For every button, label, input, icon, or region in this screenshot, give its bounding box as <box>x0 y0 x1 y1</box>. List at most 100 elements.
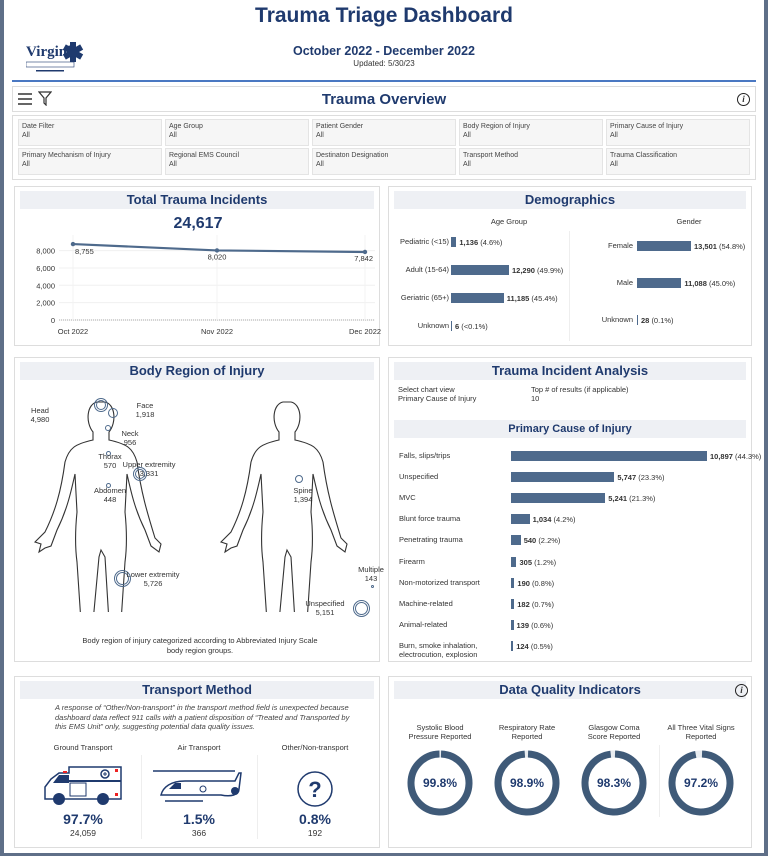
body-region-marker[interactable] <box>105 482 111 488</box>
region-name: Face <box>136 401 154 410</box>
filter-age-group[interactable]: Age Group All <box>165 119 309 146</box>
body-region-label: Face 1,918 <box>115 401 175 419</box>
bar[interactable] <box>511 535 521 546</box>
filter-date-filter[interactable]: Date Filter All <box>18 119 162 146</box>
chart-view-label: Select chart view <box>398 385 455 394</box>
bar[interactable] <box>511 619 514 630</box>
body-region-label: Upper extremity 3,331 <box>119 460 179 478</box>
bar[interactable] <box>511 556 517 567</box>
bar-percent: (4.6%) <box>480 238 503 247</box>
bar[interactable] <box>511 577 515 588</box>
bar[interactable] <box>511 472 615 483</box>
body-region-title: Body Region of Injury <box>20 362 374 380</box>
body-region-marker[interactable] <box>295 475 303 483</box>
virginia-oems-logo: Virginia <box>25 40 84 76</box>
bar-value: 13,501 <box>694 242 717 251</box>
bar-value: 5,747 <box>617 473 637 483</box>
x-tick-label: Oct 2022 <box>58 327 88 336</box>
bar-category-label: Pediatric (<15) <box>400 237 449 246</box>
total-incidents-panel: Total Trauma Incidents 24,617 0 2,000 4,00… <box>14 186 381 346</box>
region-value: 3,331 <box>139 469 159 478</box>
body-region-marker[interactable] <box>105 450 111 456</box>
transport-count: 24,059 <box>70 828 96 838</box>
body-region-marker[interactable] <box>352 599 370 617</box>
transport-label: Air Transport <box>177 743 221 752</box>
bar-category-label: Animal-related <box>399 619 448 629</box>
bar-value: 10,897 <box>710 452 733 461</box>
body-region-marker[interactable] <box>133 467 147 481</box>
bar[interactable] <box>511 493 606 504</box>
bar[interactable] <box>637 278 682 288</box>
body-region-label: Thorax 570 <box>80 452 140 470</box>
transport-percent: 0.8% <box>299 811 331 827</box>
age-group-title: Age Group <box>490 217 528 226</box>
top-results-input[interactable]: 10 <box>531 394 540 403</box>
bar[interactable] <box>511 451 707 461</box>
funnel-icon[interactable] <box>37 91 53 111</box>
filter-transport-method[interactable]: Transport Method All <box>459 148 603 175</box>
bar-value-label: 1,136 (4.6%) <box>459 238 502 247</box>
bar[interactable] <box>511 598 515 609</box>
bar[interactable] <box>637 241 691 251</box>
bar[interactable] <box>451 265 509 275</box>
transport-percent: 97.7% <box>63 811 103 827</box>
data-quality-title: Data Quality Indicators <box>394 681 746 699</box>
bar-value: 12,290 <box>512 266 535 275</box>
info-icon[interactable]: i <box>737 93 750 106</box>
bar-value: 28 <box>641 316 650 325</box>
filter-patient-gender[interactable]: Patient Gender All <box>312 119 456 146</box>
transport-label: Other/Non-transport <box>281 743 349 752</box>
region-name: Head <box>31 406 49 415</box>
quality-donut <box>581 750 647 816</box>
filter-label: Transport Method <box>463 152 518 159</box>
total-incidents-line-chart: 0 2,000 4,000 6,000 8,000 Oct 2022 Nov 2022 Dec… <box>36 235 381 336</box>
body-region-marker[interactable] <box>105 425 111 431</box>
bar-percent: (45.4%) <box>531 294 558 303</box>
region-name: Upper extremity <box>122 460 176 469</box>
body-region-label: Abdomen 448 <box>80 486 140 504</box>
filter-label: Body Region of Injury <box>463 123 530 130</box>
bar-value: 139 <box>516 620 530 630</box>
filter-primary-cause-of-injury[interactable]: Primary Cause of Injury All <box>606 119 750 146</box>
filter-trauma-classification[interactable]: Trauma Classification All <box>606 148 750 175</box>
body-region-marker[interactable] <box>94 398 108 412</box>
bar[interactable] <box>451 237 457 247</box>
region-value: 1,394 <box>293 495 313 504</box>
back-body-outline <box>219 401 348 612</box>
bar[interactable] <box>511 514 530 525</box>
overview-title: Trauma Overview <box>321 91 447 108</box>
bar[interactable] <box>451 293 504 303</box>
filter-regional-ems-council[interactable]: Regional EMS Council All <box>165 148 309 175</box>
header-divider <box>12 80 756 82</box>
y-tick-label: 2,000 <box>36 299 55 308</box>
transport-count: 192 <box>307 828 323 838</box>
body-region-marker[interactable] <box>113 569 131 587</box>
bar-value-label: 190 (0.8%) <box>517 579 554 588</box>
filter-label: Patient Gender <box>316 123 364 130</box>
body-region-marker[interactable] <box>108 408 118 418</box>
region-value: 570 <box>103 461 117 470</box>
transport-label: Ground Transport <box>53 743 113 752</box>
filter-body-region-of-injury[interactable]: Body Region of Injury All <box>459 119 603 146</box>
bar[interactable] <box>637 315 638 325</box>
body-region-label: Spine 1,394 <box>273 486 333 504</box>
bar-value-label: 5,747 (23.3%) <box>617 473 664 482</box>
chart-view-select[interactable]: Primary Cause of Injury <box>398 394 477 403</box>
filter-primary-mechanism-of-injury[interactable]: Primary Mechanism of Injury All <box>18 148 162 175</box>
filter-label: Primary Cause of Injury <box>610 123 684 130</box>
data-label: 8,020 <box>208 252 227 261</box>
helicopter-icon <box>141 765 257 810</box>
filter-value: All <box>22 132 30 139</box>
transport-panel: Transport Method A response of “Other/No… <box>14 676 380 848</box>
filter-destinaton-designation[interactable]: Destinaton Designation All <box>312 148 456 175</box>
hamburger-icon[interactable] <box>17 92 33 111</box>
bar-category-label: Penetrating trauma <box>399 535 463 545</box>
bar-value-label: 182 (0.7%) <box>517 600 554 609</box>
filter-value: All <box>169 161 177 168</box>
body-region-marker[interactable] <box>370 584 374 588</box>
bar-value-label: 305 (1.2%) <box>519 558 556 567</box>
bar[interactable] <box>451 321 452 331</box>
bar-value-label: 11,088 (45.0%) <box>684 279 735 288</box>
bar[interactable] <box>511 640 514 651</box>
info-icon[interactable]: i <box>735 684 748 697</box>
